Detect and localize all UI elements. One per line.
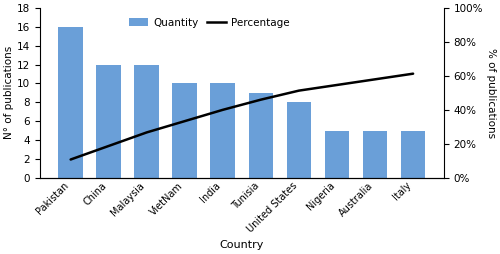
- Bar: [134, 65, 159, 178]
- Y-axis label: N° of publications: N° of publications: [4, 46, 14, 139]
- Bar: [362, 131, 388, 178]
- X-axis label: Country: Country: [220, 240, 264, 250]
- Legend: Quantity, Percentage: Quantity, Percentage: [126, 13, 294, 32]
- Bar: [324, 131, 349, 178]
- Bar: [96, 65, 121, 178]
- Bar: [286, 102, 312, 178]
- Bar: [400, 131, 425, 178]
- Bar: [172, 84, 197, 178]
- Bar: [248, 93, 274, 178]
- Bar: [58, 27, 83, 178]
- Bar: [210, 84, 235, 178]
- Y-axis label: % of publications: % of publications: [486, 48, 496, 138]
